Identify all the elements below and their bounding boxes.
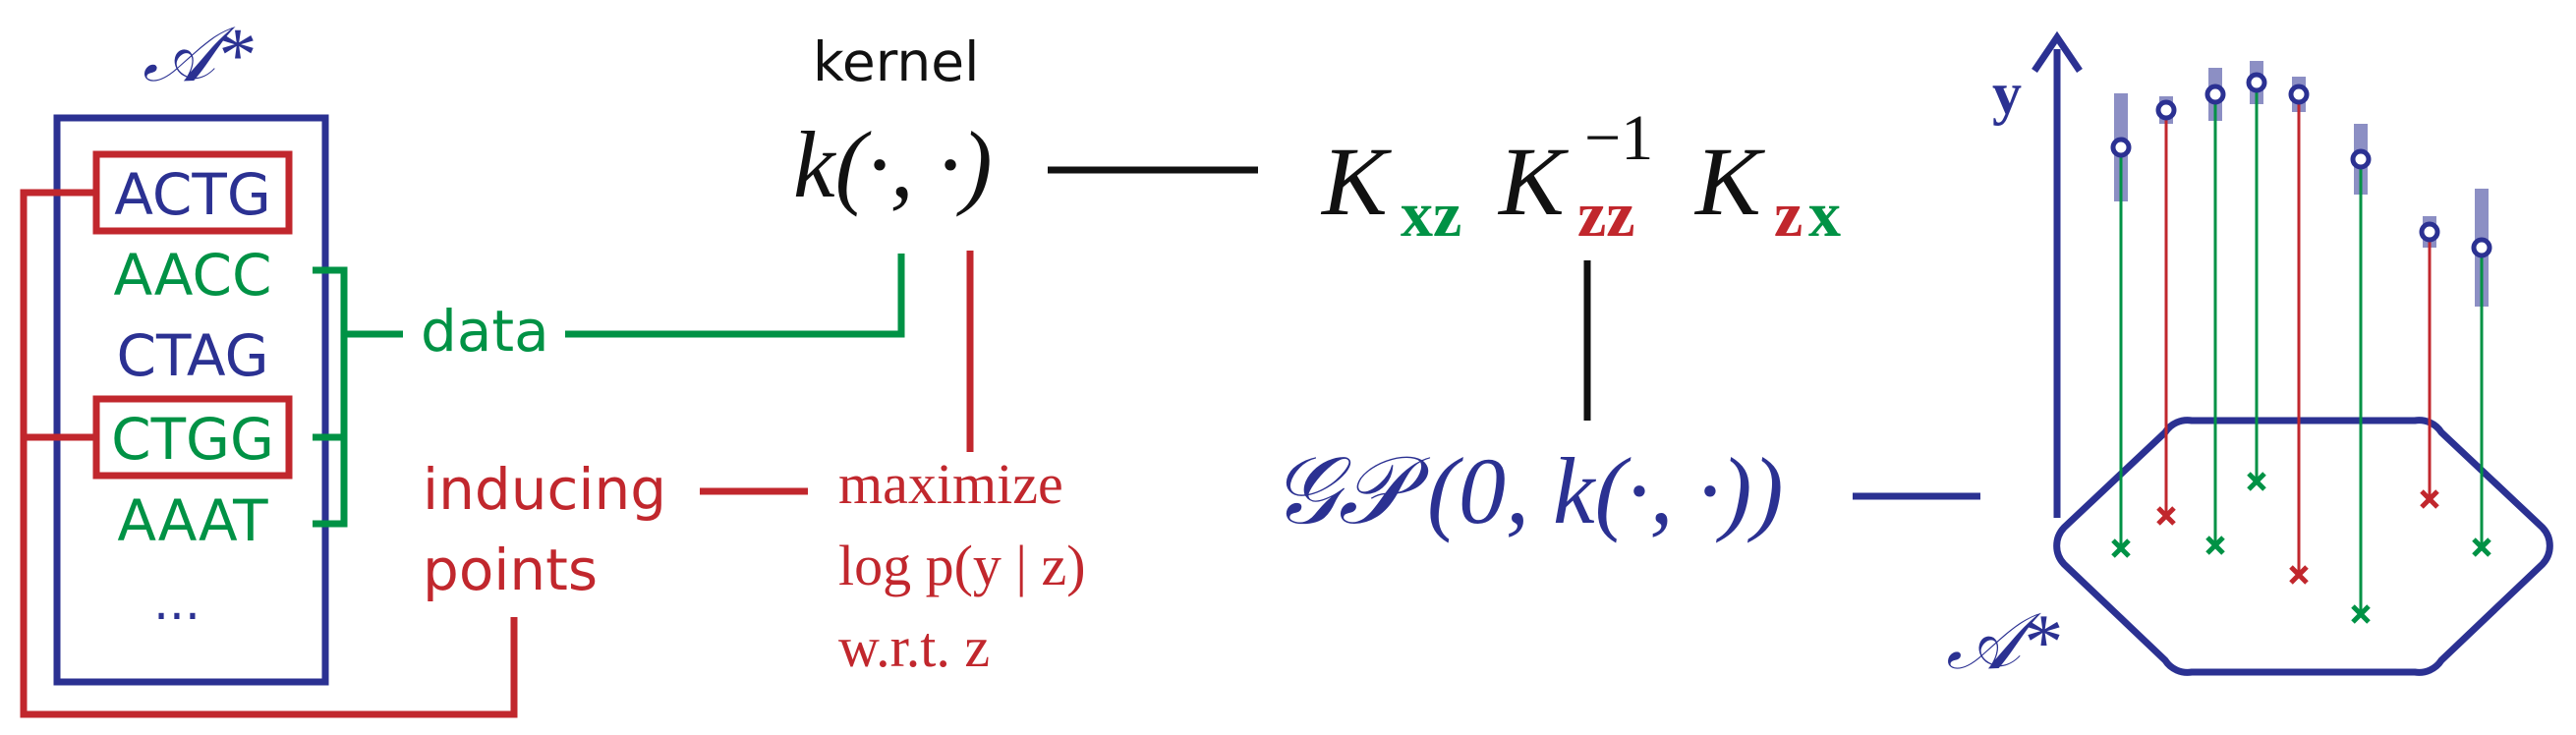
- points-label: points: [423, 537, 598, 603]
- sequence-item: AAAT: [117, 487, 268, 554]
- predicted-mean-marker: [2110, 137, 2132, 158]
- predicted-mean-marker: [2471, 237, 2492, 258]
- data-point-marker: [2111, 538, 2131, 558]
- data-point-marker: [2351, 604, 2371, 624]
- inducing-point-marker: [2420, 489, 2439, 509]
- y-axis-label: y: [1992, 61, 2022, 126]
- data-point-marker: [2247, 472, 2266, 491]
- maximize-line3: w.r.t. z: [838, 615, 990, 679]
- predicted-mean-marker: [2155, 99, 2177, 121]
- predicted-mean-marker: [2350, 148, 2372, 170]
- kernel-title: kernel: [813, 30, 979, 93]
- inducing-label: inducing: [423, 456, 666, 523]
- gp-plot: y 𝒜*: [1946, 30, 2553, 686]
- sequence-item: CTGG: [111, 406, 274, 473]
- data-point-marker: [2205, 536, 2225, 555]
- data-bracket: [313, 266, 403, 528]
- sequence-space-hexagon: [2053, 417, 2553, 676]
- matrix-k-zx: K: [1693, 127, 1765, 236]
- data-label: data: [421, 298, 549, 365]
- alphabet-title: 𝒜*: [143, 12, 254, 97]
- predicted-mean-marker: [2246, 72, 2267, 93]
- sequence-item: CTAG: [116, 322, 268, 389]
- matrix-sub-xz: xz: [1401, 179, 1461, 251]
- matrix-sup-inverse: −1: [1584, 102, 1653, 174]
- y-axis-arrowhead: [2032, 30, 2083, 73]
- maximize-line1: maximize: [838, 452, 1063, 516]
- matrix-sub-z: z: [1774, 179, 1803, 251]
- kernel-matrix-expression: K xz K −1 zz K z x: [1320, 102, 1841, 251]
- maximize-line2: log p(y | z): [838, 534, 1086, 597]
- kernel-expression: k(·, ·): [793, 112, 993, 217]
- matrix-k-zz: K: [1497, 127, 1569, 236]
- sequence-space-label: 𝒜*: [1946, 599, 2060, 686]
- sequence-item: ...: [153, 574, 200, 631]
- gp-points-layer: [2110, 61, 2492, 624]
- inducing-connector: [20, 189, 518, 718]
- data-point-marker: [2472, 537, 2491, 557]
- matrix-sub-zz: zz: [1577, 179, 1635, 251]
- alphabet-box: [53, 114, 329, 686]
- gp-arguments: (0, k(·, ·)): [1427, 438, 1783, 543]
- predicted-mean-marker: [2419, 221, 2440, 243]
- matrix-sub-x: x: [1808, 179, 1841, 251]
- data-to-kernel-line: [565, 254, 905, 338]
- sequence-item: AACC: [114, 242, 272, 309]
- inducing-point-marker: [2289, 565, 2309, 585]
- predicted-mean-marker: [2288, 84, 2310, 105]
- predicted-mean-marker: [2204, 84, 2226, 105]
- matrix-k-xz: K: [1320, 127, 1392, 236]
- sequence-item: ACTG: [114, 161, 271, 228]
- gp-script-symbol: 𝒢𝒫: [1271, 438, 1430, 543]
- inducing-point-marker: [2156, 506, 2176, 526]
